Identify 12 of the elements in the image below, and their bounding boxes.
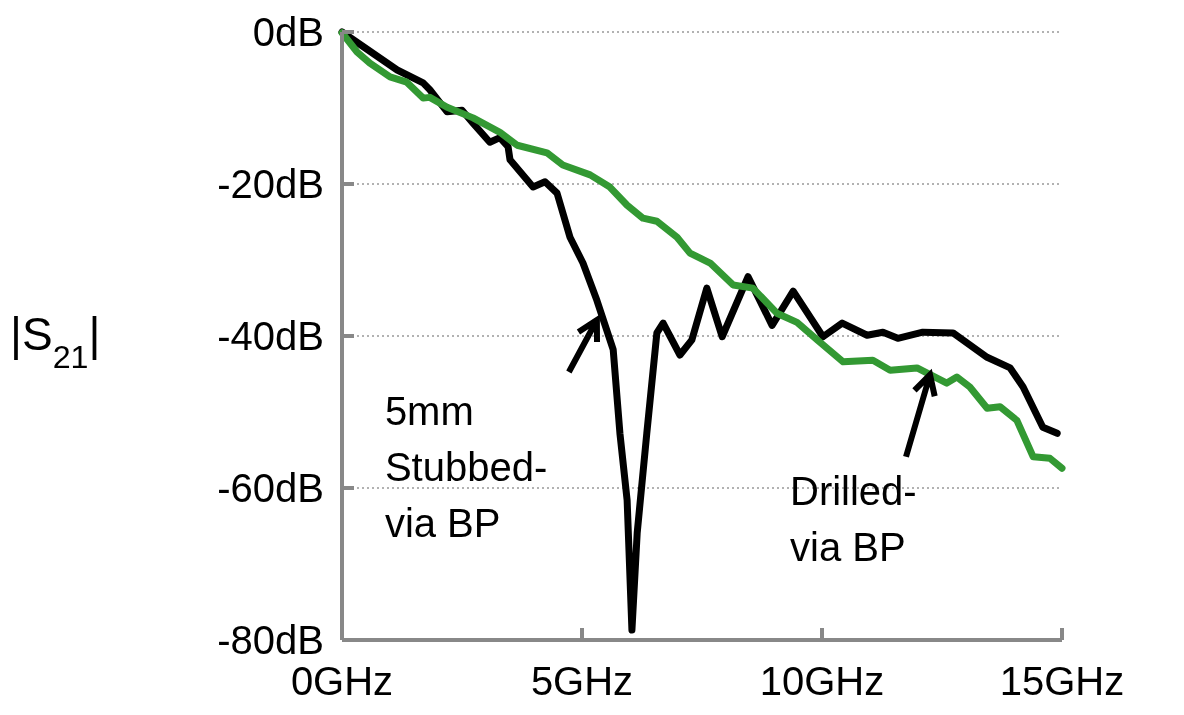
annotation: Drilled- via BP (790, 468, 917, 569)
y-tick-label: -80dB (217, 618, 324, 662)
x-tick-label: 5GHz (530, 659, 634, 703)
y-tick-label: -40dB (217, 314, 324, 358)
y-tick-label: 0dB (252, 10, 324, 54)
annotation: 5mm Stubbed- via BP (384, 389, 548, 546)
x-tick-label: 10GHz (759, 659, 885, 703)
x-tick-label: 15GHz (999, 659, 1125, 703)
y-tick-label: -60dB (217, 466, 324, 510)
y-axis-title: |S$_{21}$| (10, 308, 101, 375)
y-tick-label: -20dB (217, 162, 324, 206)
x-tick-label: 0GHz (290, 659, 394, 703)
